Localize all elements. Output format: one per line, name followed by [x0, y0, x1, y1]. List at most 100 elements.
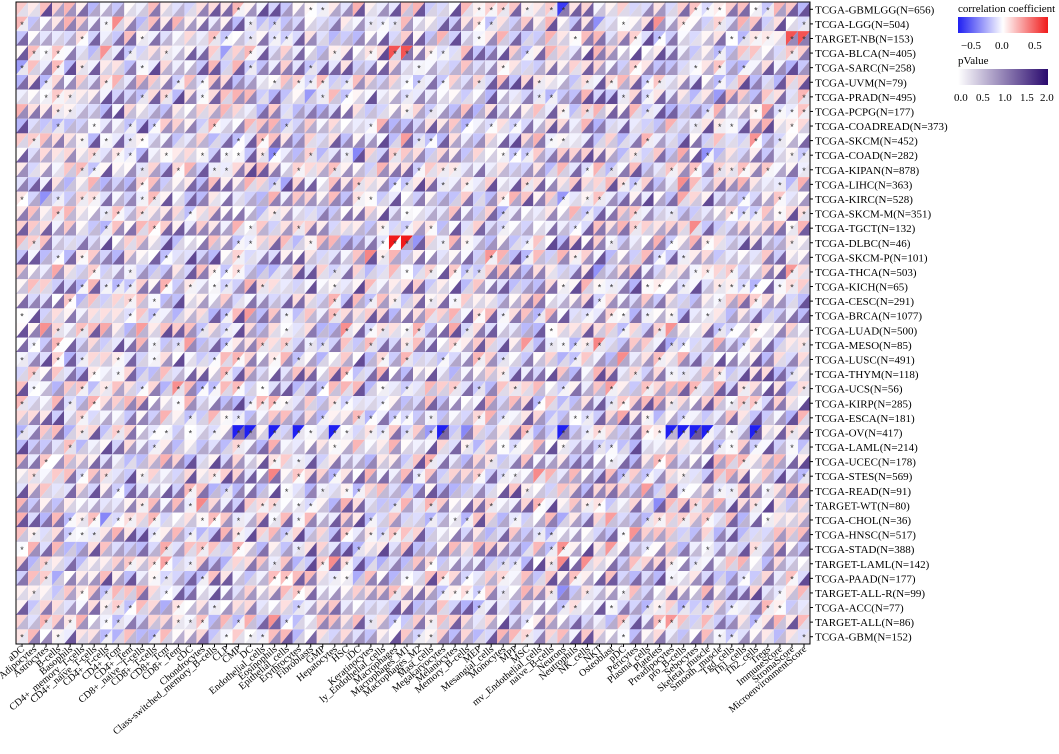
heatmap-cell-pvalue — [497, 60, 510, 75]
heatmap-cell-correlation — [689, 31, 702, 46]
heatmap-cell-pvalue — [364, 60, 377, 75]
heatmap-cell-correlation — [533, 60, 546, 75]
heatmap-cell-pvalue — [473, 16, 486, 32]
heatmap-cell-pvalue — [160, 104, 173, 119]
heatmap-cell-pvalue — [641, 45, 654, 61]
heatmap-cell-pvalue — [605, 16, 618, 32]
heatmap-cell-correlation — [52, 89, 65, 105]
heatmap-cell-pvalue — [280, 104, 293, 119]
heatmap-cell-pvalue — [28, 45, 41, 61]
heatmap-cell-correlation — [328, 2, 341, 17]
heatmap-cell-pvalue — [605, 74, 618, 90]
heatmap-cell-correlation — [581, 89, 594, 105]
heatmap-cell-pvalue — [184, 104, 197, 119]
heatmap-cell-pvalue — [617, 89, 630, 105]
heatmap-cell-pvalue — [352, 2, 365, 17]
heatmap-cell-pvalue — [713, 16, 726, 32]
heatmap-cell-pvalue — [593, 60, 606, 75]
heatmap-cell-correlation — [413, 16, 426, 32]
heatmap-cell-correlation — [521, 89, 534, 105]
heatmap-cell-pvalue — [376, 60, 389, 75]
heatmap-cell-pvalue — [449, 45, 462, 61]
heatmap-cell-pvalue — [653, 31, 666, 46]
heatmap-cell-pvalue — [509, 2, 522, 17]
heatmap-cell-correlation — [473, 31, 486, 46]
heatmap-cell-pvalue — [449, 60, 462, 75]
heatmap-cell-pvalue — [689, 45, 702, 61]
heatmap-cell-pvalue — [124, 31, 137, 46]
heatmap-cell-correlation — [569, 74, 582, 90]
heatmap-cell-pvalue — [352, 16, 365, 32]
heatmap-cell-pvalue — [533, 2, 546, 17]
heatmap-cell-correlation — [220, 45, 233, 61]
heatmap-cell-correlation — [256, 74, 269, 90]
heatmap-cell-correlation — [292, 45, 305, 61]
heatmap-cell-correlation — [689, 74, 702, 90]
heatmap-cell-correlation — [689, 60, 702, 75]
heatmap-cell-correlation — [340, 45, 353, 61]
heatmap-cell-correlation — [437, 89, 450, 105]
heatmap-cell-correlation — [701, 31, 714, 46]
heatmap-cell-pvalue — [232, 16, 245, 32]
heatmap-cell-pvalue — [40, 104, 53, 119]
heatmap-cell-correlation — [256, 31, 269, 46]
heatmap-cell-pvalue — [160, 31, 173, 46]
heatmap-cell-pvalue — [376, 16, 389, 32]
heatmap-cell-pvalue — [725, 16, 738, 32]
heatmap-cell-correlation — [400, 89, 413, 105]
heatmap-cell-correlation — [256, 16, 269, 32]
heatmap-cell-correlation — [485, 89, 498, 105]
heatmap-cell-correlation — [76, 31, 89, 46]
heatmap-cell-correlation — [473, 16, 486, 32]
heatmap-cell-pvalue — [785, 45, 798, 61]
heatmap-cell-correlation — [473, 60, 486, 75]
heatmap-cell-correlation — [605, 45, 618, 61]
heatmap-cell-correlation — [737, 45, 750, 61]
heatmap-cell-pvalue — [328, 74, 341, 90]
heatmap-cell-pvalue — [28, 74, 41, 90]
heatmap-cell-pvalue — [220, 104, 233, 119]
heatmap-cell-pvalue — [328, 45, 341, 61]
heatmap-cell-pvalue — [749, 31, 762, 46]
heatmap-cell-correlation — [220, 31, 233, 46]
heatmap-cell-pvalue — [400, 31, 413, 46]
heatmap-cell-pvalue — [220, 74, 233, 90]
heatmap-cell-correlation — [473, 45, 486, 61]
heatmap-cell-correlation — [400, 2, 413, 17]
heatmap-cell-pvalue — [280, 16, 293, 32]
heatmap-cell-correlation — [352, 60, 365, 75]
heatmap-cell-correlation — [749, 60, 762, 75]
heatmap-cell-pvalue — [328, 60, 341, 75]
heatmap-cell-correlation — [485, 16, 498, 32]
heatmap-cell-pvalue — [737, 2, 750, 17]
heatmap-cell-pvalue — [785, 31, 798, 46]
heatmap-cell-correlation — [425, 60, 438, 75]
heatmap-cell-pvalue — [112, 2, 125, 17]
heatmap-cell-pvalue — [388, 60, 401, 75]
heatmap-cell-pvalue — [304, 31, 317, 46]
heatmap-cell-correlation — [413, 60, 426, 75]
heatmap-cell-correlation — [497, 60, 510, 75]
heatmap-cell-pvalue — [473, 104, 486, 119]
heatmap-cell-pvalue — [449, 31, 462, 46]
heatmap-cell-pvalue — [629, 74, 642, 90]
heatmap-cell-pvalue — [220, 89, 233, 105]
heatmap-cell-correlation — [581, 31, 594, 46]
heatmap-cell-pvalue — [437, 104, 450, 119]
heatmap-cell-correlation — [376, 89, 389, 105]
heatmap-cell-correlation — [665, 60, 678, 75]
heatmap-cell-pvalue — [292, 45, 305, 61]
heatmap-cell-correlation — [665, 2, 678, 17]
heatmap-cell-correlation — [100, 45, 113, 61]
heatmap-cell-pvalue — [497, 31, 510, 46]
heatmap-cell-correlation — [184, 31, 197, 46]
heatmap-cell-pvalue — [148, 74, 161, 90]
heatmap-cell-pvalue — [268, 31, 281, 46]
heatmap-cell-pvalue — [569, 16, 582, 32]
heatmap-cell-pvalue — [328, 89, 341, 105]
heatmap-cell-pvalue — [425, 2, 438, 17]
heatmap-cell-correlation — [304, 104, 317, 119]
heatmap-cell-correlation — [64, 2, 77, 17]
heatmap-cell-correlation — [184, 45, 197, 61]
